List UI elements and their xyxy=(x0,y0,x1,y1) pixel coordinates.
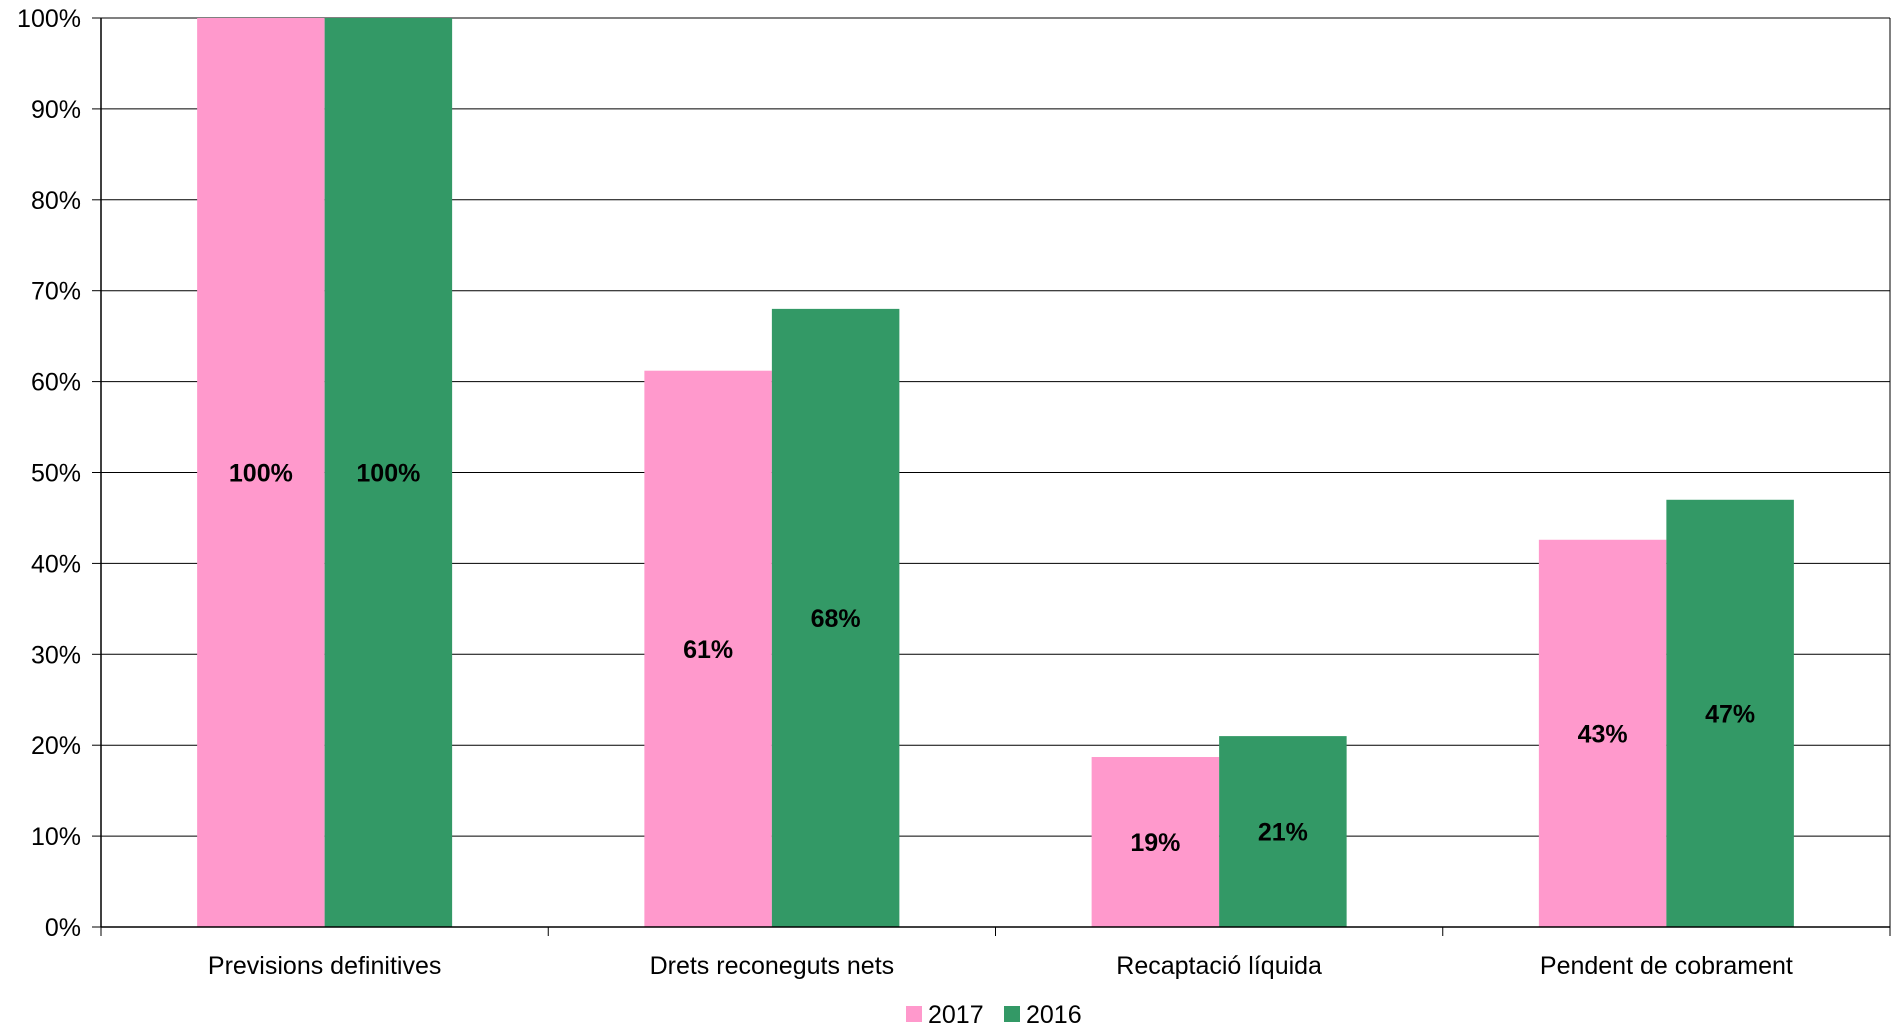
bar-2016-4 xyxy=(1666,499,1794,927)
y-tick-label: 80% xyxy=(31,187,81,215)
data-label: 47% xyxy=(1705,700,1755,728)
y-tick-label: 40% xyxy=(31,550,81,578)
data-label: 21% xyxy=(1258,819,1308,847)
y-tick-label: 30% xyxy=(31,641,81,669)
category-labels: Previsions definitives Drets reconeguts n… xyxy=(208,952,1793,980)
category-label: Previsions definitives xyxy=(208,952,441,980)
data-label: 43% xyxy=(1578,720,1628,748)
y-tick-label: 20% xyxy=(31,732,81,760)
legend-label: 2017 xyxy=(928,1001,984,1029)
category-label: Drets reconeguts nets xyxy=(650,952,895,980)
y-tick-label: 70% xyxy=(31,278,81,306)
bar-2017-4 xyxy=(1538,539,1667,927)
category-label: Pendent de cobrament xyxy=(1540,952,1793,980)
bars xyxy=(197,18,1794,927)
bar-2017-2 xyxy=(644,370,772,927)
bar-2016-3 xyxy=(1219,736,1347,927)
legend-swatch-2017 xyxy=(906,1006,922,1022)
y-tick-label: 50% xyxy=(31,460,81,488)
category-label: Recaptació líquida xyxy=(1116,952,1322,980)
data-label: 19% xyxy=(1130,829,1180,857)
y-tick-label: 0% xyxy=(45,914,81,942)
legend-swatch-2016 xyxy=(1004,1006,1020,1022)
y-tick-labels: 0% 10% 20% 30% 40% 50% 60% 70% 80% 90% 100% xyxy=(17,5,81,942)
data-label: 100% xyxy=(356,460,420,488)
data-label: 61% xyxy=(683,636,733,664)
data-labels: 100% 61% 19% 43% 100% 68% 21% 47% xyxy=(229,460,1755,858)
legend-label: 2016 xyxy=(1026,1001,1082,1029)
bar-2017-3 xyxy=(1091,757,1220,927)
axes xyxy=(92,17,1891,936)
bar-2016-2 xyxy=(771,308,900,927)
bar-2017-1 xyxy=(197,18,325,927)
y-tick-label: 90% xyxy=(31,96,81,124)
y-tick-label: 60% xyxy=(31,369,81,397)
data-label: 68% xyxy=(811,605,861,633)
data-label: 100% xyxy=(229,460,293,488)
legend: 2017 2016 xyxy=(906,1001,1082,1029)
bar-2016-1 xyxy=(324,18,453,927)
y-tick-label: 10% xyxy=(31,823,81,851)
y-tick-label: 100% xyxy=(17,5,81,33)
